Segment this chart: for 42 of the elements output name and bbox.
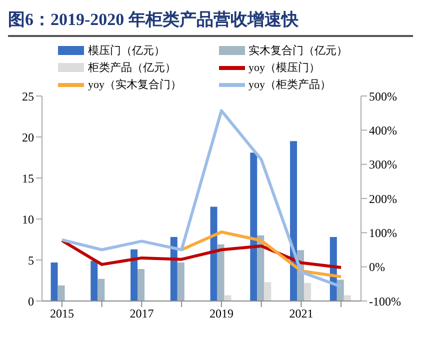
bar (170, 237, 178, 301)
x-tick-label: 2019 (209, 306, 234, 321)
bar (290, 141, 298, 301)
y2-tick-label: 400% (369, 123, 397, 138)
y2-tick-label: -100% (369, 294, 401, 308)
bar (138, 269, 145, 301)
bar (130, 249, 138, 301)
y2-tick-label: 0% (369, 260, 385, 274)
legend-label: yoy（实木复合门） (88, 78, 182, 92)
bar (177, 262, 184, 301)
bar (336, 280, 344, 301)
bar (98, 278, 105, 301)
y2-tick-label: 500% (369, 89, 397, 104)
y-tick-label: 5 (28, 253, 34, 268)
y-tick-label: 20 (22, 130, 34, 144)
line-series (60, 109, 343, 288)
legend-label: 实木复合门（亿元） (248, 44, 348, 58)
y-tick-label: 25 (22, 89, 34, 104)
legend-label: 柜类产品（亿元） (88, 60, 176, 75)
y-tick-label: 15 (22, 171, 34, 186)
y2-tick-label: 100% (369, 226, 397, 240)
bar (58, 285, 65, 301)
legend-label: 模压门（亿元） (88, 44, 165, 58)
bar (90, 260, 98, 301)
bar (210, 206, 218, 301)
y2-tick-label: 200% (369, 192, 397, 206)
legend-label: yoy（柜类产品） (248, 78, 331, 92)
y-tick-label: 10 (22, 212, 34, 226)
x-tick-label: 2017 (130, 306, 154, 321)
bar (264, 282, 272, 301)
line-series (180, 230, 343, 278)
line-series (60, 239, 343, 270)
x-tick-label: 2021 (289, 306, 314, 321)
bar (217, 244, 224, 301)
bar (250, 152, 258, 301)
chart-title: 图6：2019-2020 年柜类产品营收增速快 (8, 8, 413, 37)
bar (304, 282, 312, 301)
bar (50, 262, 58, 301)
y2-tick-label: 300% (369, 158, 397, 172)
x-tick-label: 2015 (50, 306, 74, 321)
legend-label: yoy（模压门） (248, 60, 320, 75)
y-tick-label: 0 (28, 294, 34, 308)
